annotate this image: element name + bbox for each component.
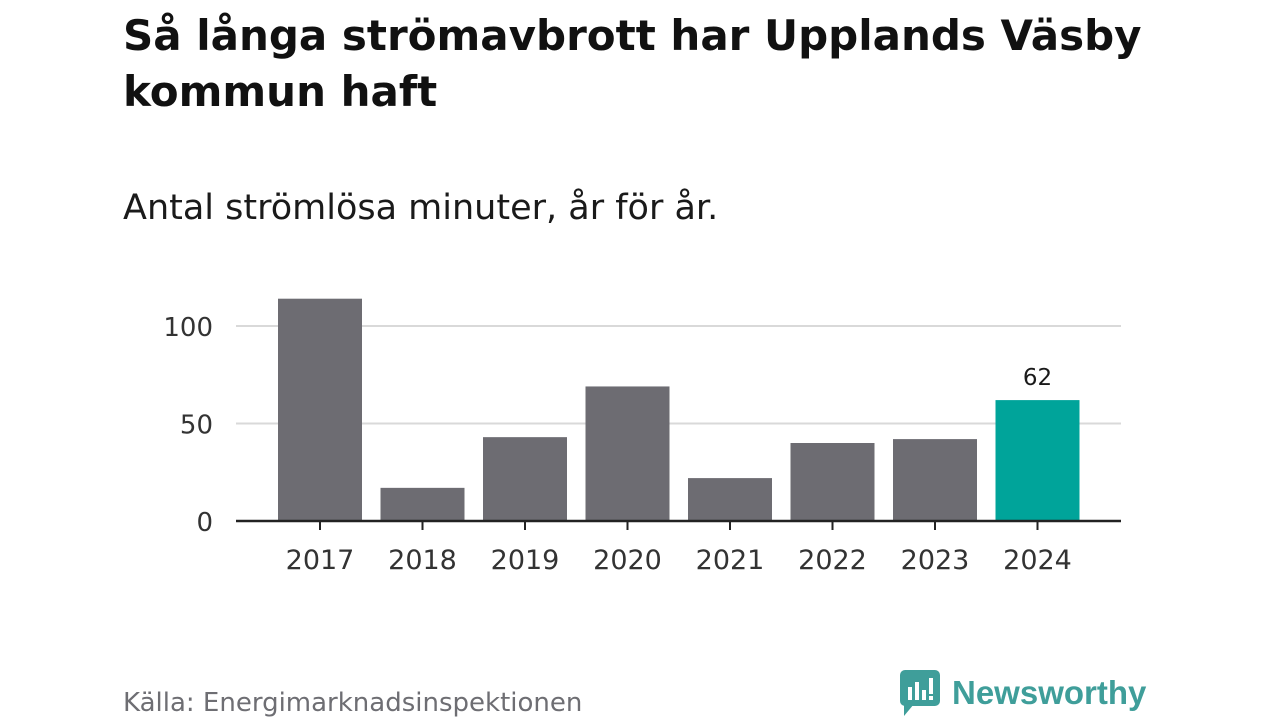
data-label: 62 xyxy=(1023,365,1052,391)
x-tick-label: 2024 xyxy=(1003,545,1072,576)
bar-chart: 0 50 100 2017 2018 2019 2020 2021 2022 2023 2024 62 xyxy=(163,298,1121,576)
x-tick-label: 2017 xyxy=(286,545,355,576)
x-tick-label: 2022 xyxy=(798,545,867,576)
x-tick-label: 2020 xyxy=(593,545,662,576)
bar xyxy=(585,386,670,521)
bar xyxy=(790,443,875,521)
bar xyxy=(483,437,567,521)
source-note: Källa: Energimarknadsinspektionen xyxy=(123,688,583,718)
x-tick-label: 2019 xyxy=(491,545,560,576)
chart-title: Så långa strömavbrott har Upplands Väsby… xyxy=(123,11,1142,116)
bar xyxy=(278,298,362,521)
newsworthy-logo: Newsworthy xyxy=(900,670,1146,716)
bar xyxy=(380,487,465,521)
chart-subtitle: Antal strömlösa minuter, år för år. xyxy=(123,188,719,228)
bar xyxy=(893,439,977,521)
bar-highlight xyxy=(995,400,1080,521)
bar xyxy=(688,478,772,521)
x-tick-label: 2018 xyxy=(388,545,457,576)
x-tick-label: 2021 xyxy=(696,545,765,576)
y-tick-label: 0 xyxy=(196,508,213,538)
x-tick-label: 2023 xyxy=(901,545,970,576)
y-tick-label: 100 xyxy=(163,313,213,343)
brand-name: Newsworthy xyxy=(952,674,1147,711)
y-tick-label: 50 xyxy=(180,411,213,441)
chart-bubble-icon xyxy=(900,670,940,716)
